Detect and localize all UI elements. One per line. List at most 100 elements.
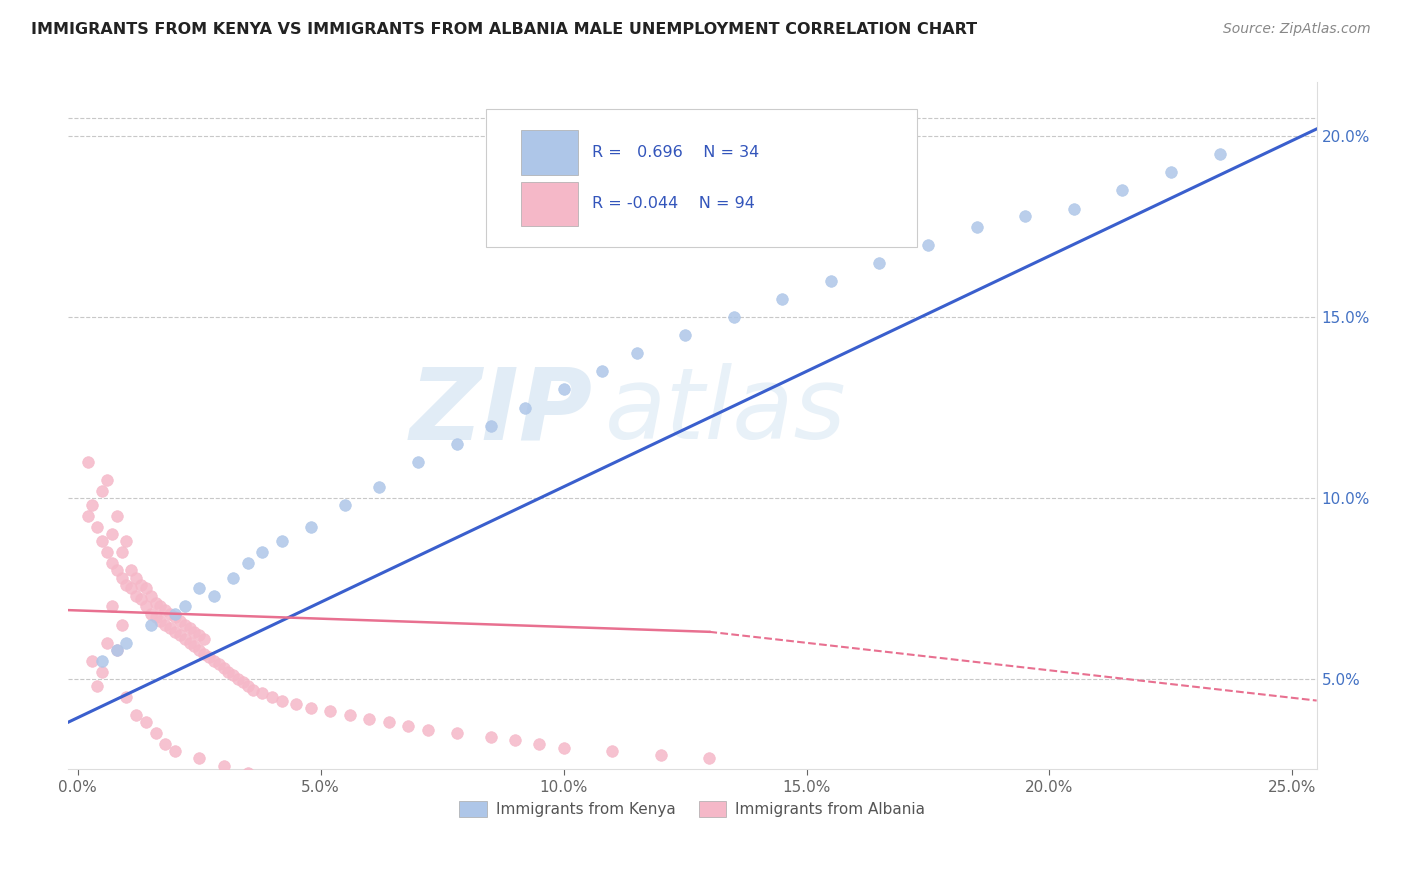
Point — [86, 520, 108, 534]
Point — [416, 723, 439, 737]
Point — [1063, 202, 1085, 216]
Point — [110, 617, 132, 632]
Point — [553, 383, 575, 397]
Point — [115, 635, 138, 649]
Point — [1208, 147, 1230, 161]
Point — [149, 614, 172, 628]
Text: R =   0.696    N = 34: R = 0.696 N = 34 — [592, 145, 759, 160]
Point — [359, 712, 381, 726]
Point — [723, 310, 745, 324]
Point — [188, 643, 211, 657]
Text: Source: ZipAtlas.com: Source: ZipAtlas.com — [1223, 22, 1371, 37]
Point — [82, 654, 104, 668]
Point — [96, 545, 118, 559]
Point — [600, 744, 623, 758]
Point — [966, 219, 988, 234]
Point — [101, 599, 124, 614]
Point — [145, 610, 167, 624]
Point — [193, 632, 215, 646]
Point — [145, 596, 167, 610]
Point — [479, 418, 502, 433]
Point — [1160, 165, 1182, 179]
Point — [91, 534, 114, 549]
Point — [163, 744, 186, 758]
Point — [868, 256, 890, 270]
Point — [159, 621, 181, 635]
Point — [513, 401, 536, 415]
Point — [76, 455, 98, 469]
Point — [212, 661, 235, 675]
Point — [1111, 183, 1133, 197]
Point — [96, 635, 118, 649]
Point — [86, 679, 108, 693]
Point — [91, 654, 114, 668]
Point — [270, 693, 292, 707]
Point — [155, 737, 177, 751]
Point — [242, 682, 264, 697]
Point — [212, 758, 235, 772]
Point — [125, 570, 148, 584]
Point — [202, 654, 225, 668]
Point — [252, 686, 274, 700]
Point — [262, 690, 284, 704]
Point — [252, 545, 274, 559]
Point — [120, 563, 142, 577]
Point — [198, 650, 221, 665]
Point — [285, 697, 308, 711]
Point — [503, 733, 526, 747]
Point — [188, 628, 211, 642]
Point — [163, 607, 186, 621]
Point — [820, 274, 842, 288]
Point — [262, 773, 284, 788]
Point — [699, 751, 721, 765]
Point — [145, 726, 167, 740]
Point — [446, 726, 468, 740]
Point — [129, 592, 152, 607]
Point — [406, 455, 429, 469]
Point — [183, 624, 205, 639]
Point — [139, 607, 162, 621]
Point — [110, 545, 132, 559]
Legend: Immigrants from Kenya, Immigrants from Albania: Immigrants from Kenya, Immigrants from A… — [453, 796, 932, 823]
Point — [82, 498, 104, 512]
FancyBboxPatch shape — [486, 110, 917, 247]
Point — [236, 766, 259, 780]
Point — [135, 582, 157, 596]
Point — [163, 610, 186, 624]
Point — [529, 737, 551, 751]
Point — [226, 672, 249, 686]
Point — [169, 614, 191, 628]
Point — [270, 534, 292, 549]
Point — [222, 668, 245, 682]
Point — [149, 599, 172, 614]
Point — [125, 708, 148, 723]
Point — [183, 640, 205, 654]
Point — [232, 675, 254, 690]
Point — [91, 665, 114, 679]
Text: ZIP: ZIP — [409, 363, 592, 460]
Point — [169, 628, 191, 642]
Text: IMMIGRANTS FROM KENYA VS IMMIGRANTS FROM ALBANIA MALE UNEMPLOYMENT CORRELATION C: IMMIGRANTS FROM KENYA VS IMMIGRANTS FROM… — [31, 22, 977, 37]
Point — [173, 632, 195, 646]
Point — [377, 715, 399, 730]
Point — [299, 520, 322, 534]
Point — [173, 617, 195, 632]
Point — [91, 483, 114, 498]
Text: R = -0.044    N = 94: R = -0.044 N = 94 — [592, 196, 755, 211]
Point — [319, 705, 342, 719]
Point — [105, 643, 128, 657]
Point — [208, 657, 231, 672]
Point — [155, 603, 177, 617]
Point — [479, 730, 502, 744]
Point — [115, 578, 138, 592]
Point — [115, 534, 138, 549]
Text: atlas: atlas — [605, 363, 846, 460]
Point — [101, 527, 124, 541]
Point — [1014, 209, 1036, 223]
Point — [217, 665, 239, 679]
Point — [129, 578, 152, 592]
Point — [101, 556, 124, 570]
Point — [135, 715, 157, 730]
Point — [163, 624, 186, 639]
Point — [188, 582, 211, 596]
